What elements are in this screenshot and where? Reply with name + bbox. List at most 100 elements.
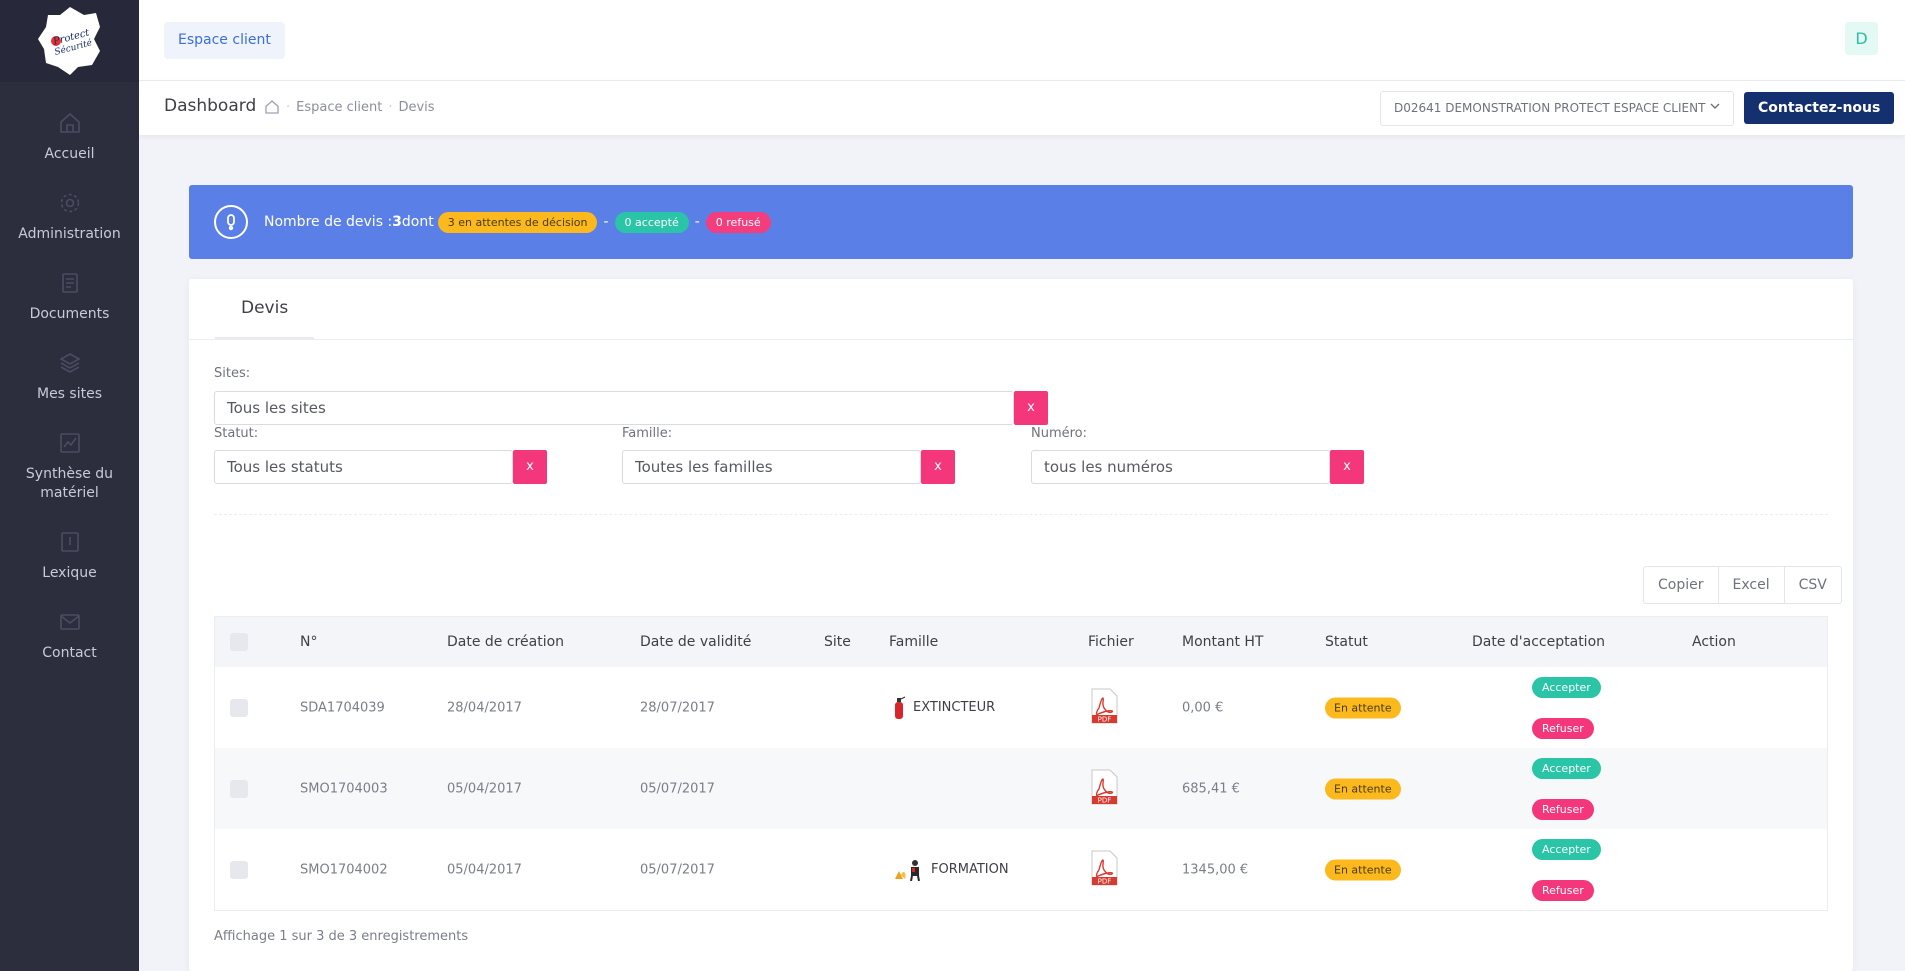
row-checkbox[interactable] (230, 779, 248, 798)
sidebar-item-lexique[interactable]: Lexique (0, 529, 139, 583)
statut-label: Statut: (214, 426, 259, 441)
statut-select[interactable]: Tous les statuts (214, 450, 513, 484)
devis-card: Devis Sites: Tous les sites x Statut: To… (189, 279, 1853, 971)
accept-button[interactable]: Accepter (1532, 839, 1601, 860)
sidebar-item-contact[interactable]: Contact (0, 609, 139, 663)
home-icon[interactable] (264, 99, 280, 119)
row-date-validite: 05/07/2017 (640, 781, 715, 796)
col-famille[interactable]: Famille (889, 634, 939, 650)
row-famille: EXTINCTEUR (893, 695, 995, 720)
csv-button[interactable]: CSV (1783, 567, 1841, 603)
training-icon (895, 859, 920, 881)
client-select[interactable]: D02641 DEMONSTRATION PROTECT ESPACE CLIE… (1380, 91, 1734, 126)
protect-securite-logo-icon: Protect Sécurité (37, 7, 100, 75)
numero-clear-button[interactable]: x (1330, 450, 1364, 484)
table-info: Affichage 1 sur 3 de 3 enregistrements (214, 929, 469, 944)
row-numero: SMO1704002 (300, 862, 388, 877)
mail-icon (57, 609, 83, 635)
espace-client-button[interactable]: Espace client (164, 22, 285, 59)
sidebar-item-accueil[interactable]: Accueil (0, 110, 139, 164)
sidebar: Protect Sécurité Accueil Administration … (0, 0, 139, 971)
col-date-validite[interactable]: Date de validité (640, 634, 752, 650)
document-icon (57, 270, 83, 296)
exclamation-icon (214, 205, 248, 239)
numero-select[interactable]: tous les numéros (1031, 450, 1330, 484)
famille-select[interactable]: Toutes les familles (622, 450, 921, 484)
home-icon (57, 110, 83, 136)
copy-button[interactable]: Copier (1658, 577, 1704, 593)
col-statut[interactable]: Statut (1325, 634, 1368, 650)
sidebar-item-mes-sites[interactable]: Mes sites (0, 350, 139, 404)
famille-label: Famille: (622, 426, 673, 441)
refuse-button[interactable]: Refuser (1532, 880, 1594, 901)
row-date-creation: 05/04/2017 (447, 781, 522, 796)
svg-text:PDF: PDF (1098, 877, 1112, 885)
row-numero: SMO1704003 (300, 781, 388, 796)
chart-icon (57, 430, 83, 456)
sidebar-item-synthese[interactable]: Synthèse du matériel (0, 430, 139, 503)
famille-clear-button[interactable]: x (921, 450, 955, 484)
breadcrumb-devis[interactable]: Devis (398, 100, 435, 115)
logo[interactable]: Protect Sécurité (0, 0, 139, 82)
row-checkbox[interactable] (230, 698, 248, 717)
row-date-validite: 28/07/2017 (640, 700, 715, 715)
sites-label: Sites: (214, 366, 251, 381)
col-date-creation[interactable]: Date de création (447, 634, 565, 650)
contact-button[interactable]: Contactez-nous (1744, 92, 1895, 124)
page-title: Dashboard (164, 96, 257, 116)
status-badge: En attente (1325, 778, 1401, 799)
sidebar-item-documents[interactable]: Documents (0, 270, 139, 324)
breadcrumb: · Espace client · Devis (286, 100, 435, 115)
pending-badge: 3 en attentes de décision (437, 211, 598, 233)
alert-prefix: Nombre de devis : (264, 214, 393, 230)
layers-icon (57, 350, 83, 376)
pdf-icon[interactable]: PDF (1090, 688, 1118, 728)
sites-select[interactable]: Tous les sites (214, 391, 1014, 425)
devis-summary-alert: Nombre de devis : 3 dont 3 en attentes d… (189, 185, 1853, 259)
col-montant[interactable]: Montant HT (1182, 634, 1264, 650)
avatar[interactable]: D (1845, 22, 1878, 55)
accept-button[interactable]: Accepter (1532, 758, 1601, 779)
col-fichier[interactable]: Fichier (1088, 634, 1134, 650)
subheader: Dashboard · Espace client · Devis D02641… (139, 81, 1905, 135)
sidebar-item-label: Mes sites (36, 386, 103, 402)
col-numero[interactable]: N° (300, 634, 318, 650)
statut-clear-button[interactable]: x (513, 450, 547, 484)
accepted-badge: 0 accepté (614, 211, 689, 233)
table-row[interactable]: SMO1704002 05/04/2017 05/07/2017 FORMATI… (215, 829, 1827, 910)
col-action[interactable]: Action (1692, 634, 1736, 650)
pdf-icon[interactable]: PDF (1090, 850, 1118, 890)
sidebar-item-label: Lexique (42, 565, 97, 581)
sidebar-item-label: Documents (29, 306, 110, 322)
excel-button[interactable]: Excel (1717, 567, 1784, 603)
svg-text:PDF: PDF (1098, 715, 1112, 723)
row-date-validite: 05/07/2017 (640, 862, 715, 877)
tab-devis[interactable]: Devis (215, 279, 315, 339)
row-montant: 0,00 € (1182, 700, 1224, 715)
sidebar-item-label: Accueil (44, 146, 95, 162)
status-badge: En attente (1325, 859, 1401, 880)
sidebar-item-label: Administration (18, 226, 121, 242)
refused-badge: 0 refusé (705, 211, 771, 233)
table-row[interactable]: SDA1704039 28/04/2017 28/07/2017 EXTINCT… (215, 667, 1827, 748)
pdf-icon[interactable]: PDF (1090, 769, 1118, 809)
alert-dont: dont (401, 214, 434, 230)
refuse-button[interactable]: Refuser (1532, 799, 1594, 820)
select-all-checkbox[interactable] (230, 633, 248, 651)
table-row[interactable]: SMO1704003 05/04/2017 05/07/2017 PDF 685… (215, 748, 1827, 829)
devis-table: N° Date de création Date de validité Sit… (214, 616, 1828, 911)
refuse-button[interactable]: Refuser (1532, 718, 1594, 739)
status-badge: En attente (1325, 697, 1401, 718)
breadcrumb-espace-client[interactable]: Espace client (296, 100, 383, 115)
accept-button[interactable]: Accepter (1532, 677, 1601, 698)
row-numero: SDA1704039 (300, 700, 385, 715)
row-checkbox[interactable] (230, 860, 248, 879)
extinguisher-icon (895, 695, 905, 719)
sites-clear-button[interactable]: x (1014, 391, 1048, 425)
sidebar-item-administration[interactable]: Administration (0, 190, 139, 244)
col-date-acceptation[interactable]: Date d'acceptation (1472, 634, 1606, 650)
top-header: Espace client D (139, 0, 1905, 81)
col-site[interactable]: Site (824, 634, 851, 650)
row-montant: 1345,00 € (1182, 862, 1249, 877)
chevron-down-icon (1709, 92, 1721, 125)
